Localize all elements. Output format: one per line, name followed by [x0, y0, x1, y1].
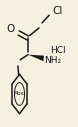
Text: Cl: Cl — [52, 6, 63, 16]
Text: NH₂: NH₂ — [44, 57, 62, 65]
Polygon shape — [28, 55, 44, 61]
Text: Abs: Abs — [14, 91, 25, 97]
Text: HCl: HCl — [50, 46, 66, 55]
Text: O: O — [7, 24, 15, 34]
